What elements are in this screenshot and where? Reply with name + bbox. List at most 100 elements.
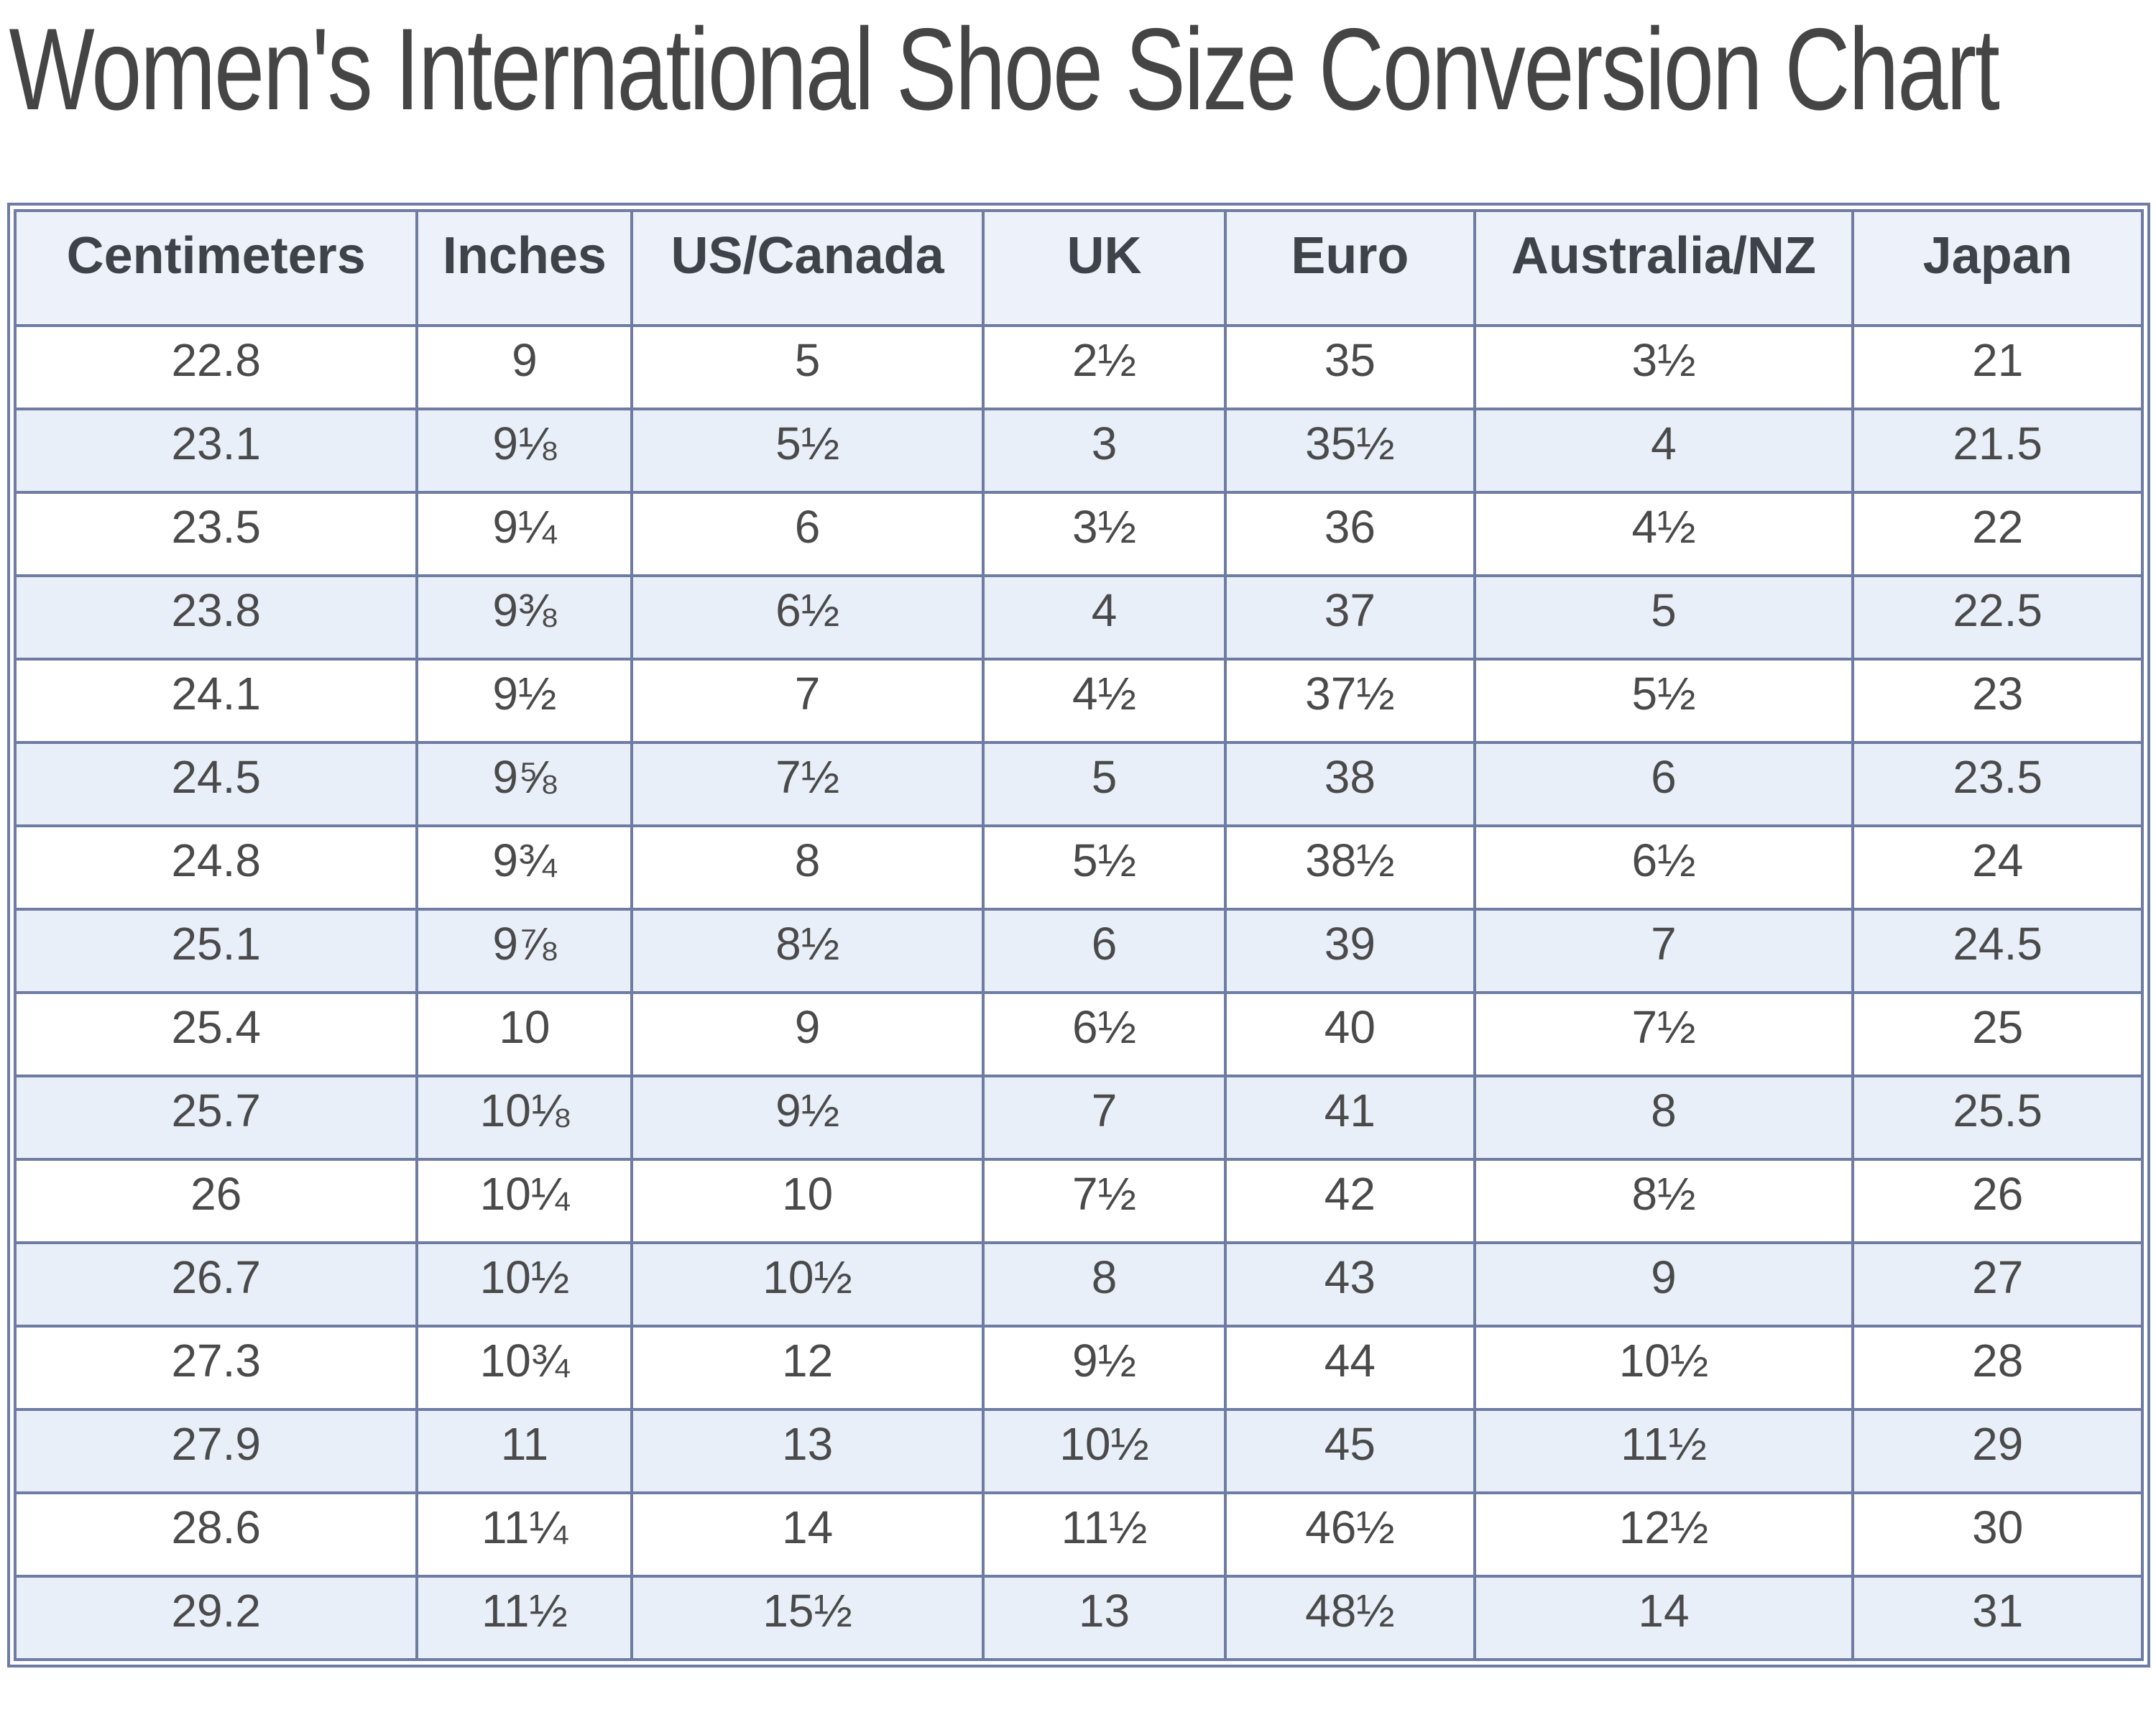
cell: 2½ bbox=[981, 324, 1227, 411]
cell: 25.1 bbox=[13, 908, 419, 995]
cell: 5½ bbox=[630, 408, 985, 494]
cell: 9⅝ bbox=[415, 741, 634, 828]
cell: 6 bbox=[630, 491, 985, 578]
conversion-table-frame: Centimeters Inches US/Canada UK Euro Australi… bbox=[7, 203, 2150, 1668]
cell: 21.5 bbox=[1851, 408, 2144, 494]
cell: 27.3 bbox=[13, 1325, 419, 1412]
cell: 10½ bbox=[415, 1241, 634, 1328]
cell: 4½ bbox=[1473, 491, 1855, 578]
cell: 9½ bbox=[415, 658, 634, 745]
cell: 27.9 bbox=[13, 1408, 419, 1495]
table-row: 26.7 10½ 10½ 8 43 9 27 bbox=[13, 1241, 2144, 1328]
cell: 31 bbox=[1851, 1575, 2144, 1662]
cell: 10⅛ bbox=[415, 1075, 634, 1162]
cell: 39 bbox=[1224, 908, 1476, 995]
page-title: Women's International Shoe Size Conversi… bbox=[9, 4, 1999, 134]
header-row: Centimeters Inches US/Canada UK Euro Australi… bbox=[13, 209, 2144, 328]
table-row: 25.1 9⅞ 8½ 6 39 7 24.5 bbox=[13, 908, 2144, 995]
cell: 9¼ bbox=[415, 491, 634, 578]
cell: 27 bbox=[1851, 1241, 2144, 1328]
cell: 7½ bbox=[981, 1158, 1227, 1245]
cell: 23.5 bbox=[1851, 741, 2144, 828]
cell: 11¼ bbox=[415, 1491, 634, 1578]
cell: 10¾ bbox=[415, 1325, 634, 1412]
cell: 7½ bbox=[630, 741, 985, 828]
cell: 11½ bbox=[1473, 1408, 1855, 1495]
table-row: 22.8 9 5 2½ 35 3½ 21 bbox=[13, 324, 2144, 411]
cell: 35 bbox=[1224, 324, 1476, 411]
cell: 46½ bbox=[1224, 1491, 1476, 1578]
cell: 29 bbox=[1851, 1408, 2144, 1495]
table-row: 23.1 9⅛ 5½ 3 35½ 4 21.5 bbox=[13, 408, 2144, 494]
table-row: 27.9 11 13 10½ 45 11½ 29 bbox=[13, 1408, 2144, 1495]
cell: 3 bbox=[981, 408, 1227, 494]
table-row: 23.5 9¼ 6 3½ 36 4½ 22 bbox=[13, 491, 2144, 578]
cell: 9½ bbox=[981, 1325, 1227, 1412]
cell: 9⅛ bbox=[415, 408, 634, 494]
cell: 21 bbox=[1851, 324, 2144, 411]
table-row: 25.7 10⅛ 9½ 7 41 8 25.5 bbox=[13, 1075, 2144, 1162]
table-row: 27.3 10¾ 12 9½ 44 10½ 28 bbox=[13, 1325, 2144, 1412]
cell: 3½ bbox=[1473, 324, 1855, 411]
column-header-japan: Japan bbox=[1851, 209, 2144, 328]
cell: 43 bbox=[1224, 1241, 1476, 1328]
cell: 23.8 bbox=[13, 574, 419, 661]
cell: 12½ bbox=[1473, 1491, 1855, 1578]
cell: 28 bbox=[1851, 1325, 2144, 1412]
cell: 6½ bbox=[981, 991, 1227, 1078]
cell: 48½ bbox=[1224, 1575, 1476, 1662]
column-header-australia-nz: Australia/NZ bbox=[1473, 209, 1855, 328]
column-header-inches: Inches bbox=[415, 209, 634, 328]
cell: 13 bbox=[981, 1575, 1227, 1662]
cell: 10½ bbox=[1473, 1325, 1855, 1412]
cell: 13 bbox=[630, 1408, 985, 1495]
cell: 14 bbox=[630, 1491, 985, 1578]
cell: 5½ bbox=[981, 824, 1227, 911]
table-row: 25.4 10 9 6½ 40 7½ 25 bbox=[13, 991, 2144, 1078]
cell: 5 bbox=[981, 741, 1227, 828]
cell: 6½ bbox=[630, 574, 985, 661]
cell: 40 bbox=[1224, 991, 1476, 1078]
table-header: Centimeters Inches US/Canada UK Euro Australi… bbox=[13, 209, 2144, 328]
cell: 26 bbox=[1851, 1158, 2144, 1245]
cell: 4½ bbox=[981, 658, 1227, 745]
cell: 5½ bbox=[1473, 658, 1855, 745]
cell: 9 bbox=[415, 324, 634, 411]
cell: 7 bbox=[630, 658, 985, 745]
cell: 8½ bbox=[630, 908, 985, 995]
cell: 10½ bbox=[630, 1241, 985, 1328]
cell: 24.1 bbox=[13, 658, 419, 745]
cell: 10½ bbox=[981, 1408, 1227, 1495]
column-header-centimeters: Centimeters bbox=[13, 209, 419, 328]
cell: 4 bbox=[1473, 408, 1855, 494]
cell: 22.5 bbox=[1851, 574, 2144, 661]
cell: 24 bbox=[1851, 824, 2144, 911]
cell: 23.1 bbox=[13, 408, 419, 494]
column-header-uk: UK bbox=[981, 209, 1227, 328]
cell: 6 bbox=[981, 908, 1227, 995]
cell: 10 bbox=[630, 1158, 985, 1245]
cell: 42 bbox=[1224, 1158, 1476, 1245]
table-body: 22.8 9 5 2½ 35 3½ 21 23.1 9⅛ 5½ 3 35½ 4 21.5 23.5 9¼ 6 3½… bbox=[13, 324, 2144, 1662]
cell: 5 bbox=[630, 324, 985, 411]
table-row: 24.1 9½ 7 4½ 37½ 5½ 23 bbox=[13, 658, 2144, 745]
cell: 9 bbox=[630, 991, 985, 1078]
cell: 9⅞ bbox=[415, 908, 634, 995]
table-row: 24.5 9⅝ 7½ 5 38 6 23.5 bbox=[13, 741, 2144, 828]
cell: 24.5 bbox=[1851, 908, 2144, 995]
cell: 7 bbox=[981, 1075, 1227, 1162]
cell: 8 bbox=[630, 824, 985, 911]
cell: 26.7 bbox=[13, 1241, 419, 1328]
cell: 22.8 bbox=[13, 324, 419, 411]
cell: 29.2 bbox=[13, 1575, 419, 1662]
cell: 11½ bbox=[981, 1491, 1227, 1578]
cell: 28.6 bbox=[13, 1491, 419, 1578]
cell: 44 bbox=[1224, 1325, 1476, 1412]
column-header-euro: Euro bbox=[1224, 209, 1476, 328]
cell: 8 bbox=[981, 1241, 1227, 1328]
cell: 9½ bbox=[630, 1075, 985, 1162]
cell: 6 bbox=[1473, 741, 1855, 828]
cell: 37 bbox=[1224, 574, 1476, 661]
conversion-table: Centimeters Inches US/Canada UK Euro Australi… bbox=[13, 209, 2144, 1662]
cell: 23.5 bbox=[13, 491, 419, 578]
